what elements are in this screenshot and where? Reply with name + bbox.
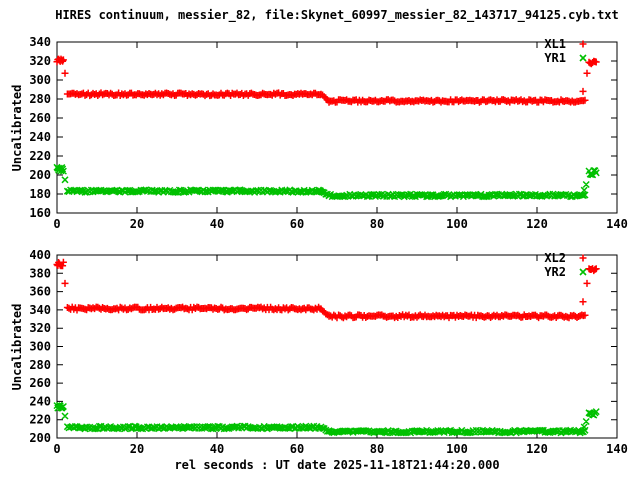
xlabel: rel seconds : UT date 2025-11-18T21:44:2… <box>174 458 500 472</box>
x-tick-label: 140 <box>606 217 628 231</box>
legend-label-yr2: YR2 <box>544 265 566 279</box>
plus-glyph <box>579 40 587 48</box>
series-XL2 <box>53 258 600 322</box>
plus-glyph <box>579 254 587 262</box>
y-tick-label: 200 <box>29 168 51 182</box>
y-tick-label: 260 <box>29 111 51 125</box>
y-tick-label: 360 <box>29 285 51 299</box>
y-tick-label: 400 <box>29 248 51 262</box>
x-tick-label: 100 <box>446 442 468 456</box>
cross-marker-icon <box>566 51 600 65</box>
x-tick-label: 80 <box>370 442 384 456</box>
y-tick-label: 280 <box>29 92 51 106</box>
legend-entry-xl2: XL2 <box>488 251 600 265</box>
cross-glyph <box>579 54 587 62</box>
legend-label-xl1: XL1 <box>544 37 566 51</box>
series-YR1 <box>53 163 600 201</box>
cross-glyph <box>579 268 587 276</box>
y-tick-label: 280 <box>29 358 51 372</box>
panel-border-bottom <box>56 254 618 439</box>
chart-title: HIRES continuum, messier_82, file:Skynet… <box>55 8 619 22</box>
y-tick-label: 200 <box>29 431 51 445</box>
series-YR2 <box>53 401 600 437</box>
y-tick-label: 340 <box>29 303 51 317</box>
x-tick-label: 0 <box>53 217 60 231</box>
series-XL1 <box>53 55 600 106</box>
legend-label-yr1: YR1 <box>544 51 566 65</box>
legend-bottom-panel: XL2 YR2 <box>488 251 600 279</box>
panel-border-top <box>56 41 618 214</box>
x-tick-label: 60 <box>290 442 304 456</box>
y-tick-label: 320 <box>29 54 51 68</box>
y-tick-label: 160 <box>29 206 51 220</box>
legend-label-xl2: XL2 <box>544 251 566 265</box>
x-tick-label: 80 <box>370 217 384 231</box>
y-tick-label: 320 <box>29 321 51 335</box>
y-tick-label: 300 <box>29 340 51 354</box>
y-tick-label: 220 <box>29 413 51 427</box>
x-tick-label: 100 <box>446 217 468 231</box>
y-tick-label: 380 <box>29 266 51 280</box>
x-tick-label: 0 <box>53 442 60 456</box>
y-tick-label: 220 <box>29 149 51 163</box>
x-tick-label: 120 <box>526 442 548 456</box>
y-tick-label: 240 <box>29 394 51 408</box>
plus-marker-icon <box>566 37 600 51</box>
x-tick-label: 20 <box>130 217 144 231</box>
legend-entry-xl1: XL1 <box>488 37 600 51</box>
y-tick-label: 340 <box>29 35 51 49</box>
x-tick-label: 40 <box>210 442 224 456</box>
x-tick-label: 40 <box>210 217 224 231</box>
legend-entry-yr1: YR1 <box>488 51 600 65</box>
legend-top-panel: XL1 YR1 <box>488 37 600 65</box>
x-tick-label: 120 <box>526 217 548 231</box>
y-tick-label: 180 <box>29 187 51 201</box>
legend-entry-yr2: YR2 <box>488 265 600 279</box>
x-tick-label: 60 <box>290 217 304 231</box>
plus-marker-icon <box>566 251 600 265</box>
y-tick-label: 240 <box>29 130 51 144</box>
axis-ticks-bottom <box>56 254 618 439</box>
y-tick-label: 260 <box>29 376 51 390</box>
x-tick-label: 20 <box>130 442 144 456</box>
x-tick-label: 140 <box>606 442 628 456</box>
y-tick-label: 300 <box>29 73 51 87</box>
cross-marker-icon <box>566 265 600 279</box>
